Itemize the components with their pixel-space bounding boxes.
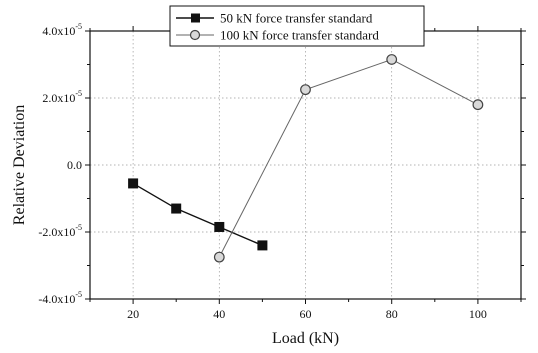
y-tick-label-mantissa: 2.0x10	[42, 91, 75, 105]
series-line-1	[132, 182, 263, 247]
x-tick-label: 80	[386, 307, 398, 321]
legend-square-marker	[191, 13, 200, 23]
x-axis-title: Load (kN)	[272, 330, 339, 347]
series-2-point	[213, 251, 225, 263]
y-tick-label-exponent: -5	[75, 223, 82, 232]
x-tick-label: 100	[469, 307, 487, 321]
y-tick-label: -2.0x10-5	[38, 223, 82, 239]
y-tick-label-mantissa: -2.0x10	[38, 225, 75, 239]
y-tick-label: 4.0x10-5	[42, 22, 82, 38]
y-tick-label-exponent: -5	[75, 22, 82, 31]
y-tick-label: 2.0x10-5	[42, 89, 82, 105]
legend-label-1: 50 kN force transfer standard	[220, 11, 373, 26]
series-2-point	[472, 99, 484, 111]
y-tick-label-mantissa: 4.0x10	[42, 24, 75, 38]
x-tick-label: 40	[213, 307, 225, 321]
series-line-2	[218, 58, 479, 258]
legend: 50 kN force transfer standard 100 kN forc…	[169, 5, 425, 47]
y-tick-label-mantissa: 0.0	[67, 158, 82, 172]
series-1-point	[171, 203, 182, 214]
series-1-point	[128, 178, 139, 189]
series-2-point	[386, 54, 398, 65]
grid-lines	[90, 30, 521, 300]
y-tick-label-mantissa: -4.0x10	[38, 292, 75, 306]
y-tick-label-exponent: -5	[75, 89, 82, 98]
x-tick-label: 60	[300, 307, 312, 321]
legend-box	[169, 5, 425, 47]
series-1-point	[257, 240, 268, 251]
series-2-point	[300, 84, 311, 96]
axis-ticks: 20 40 60 80 100-4.0x10-5-2.0x10-50.02.0x10-5…	[38, 22, 526, 321]
legend-label-2: 100 kN force transfer standard	[220, 28, 379, 43]
y-tick-label: 0.0	[67, 158, 82, 172]
x-tick-label: 20	[127, 307, 139, 321]
data-series	[128, 54, 484, 263]
series-1-point	[214, 221, 225, 232]
legend-circle-marker	[189, 29, 201, 41]
y-axis-title: Relative Deviation	[11, 105, 28, 225]
y-tick-label-exponent: -5	[75, 290, 82, 299]
y-tick-label: -4.0x10-5	[38, 290, 82, 306]
